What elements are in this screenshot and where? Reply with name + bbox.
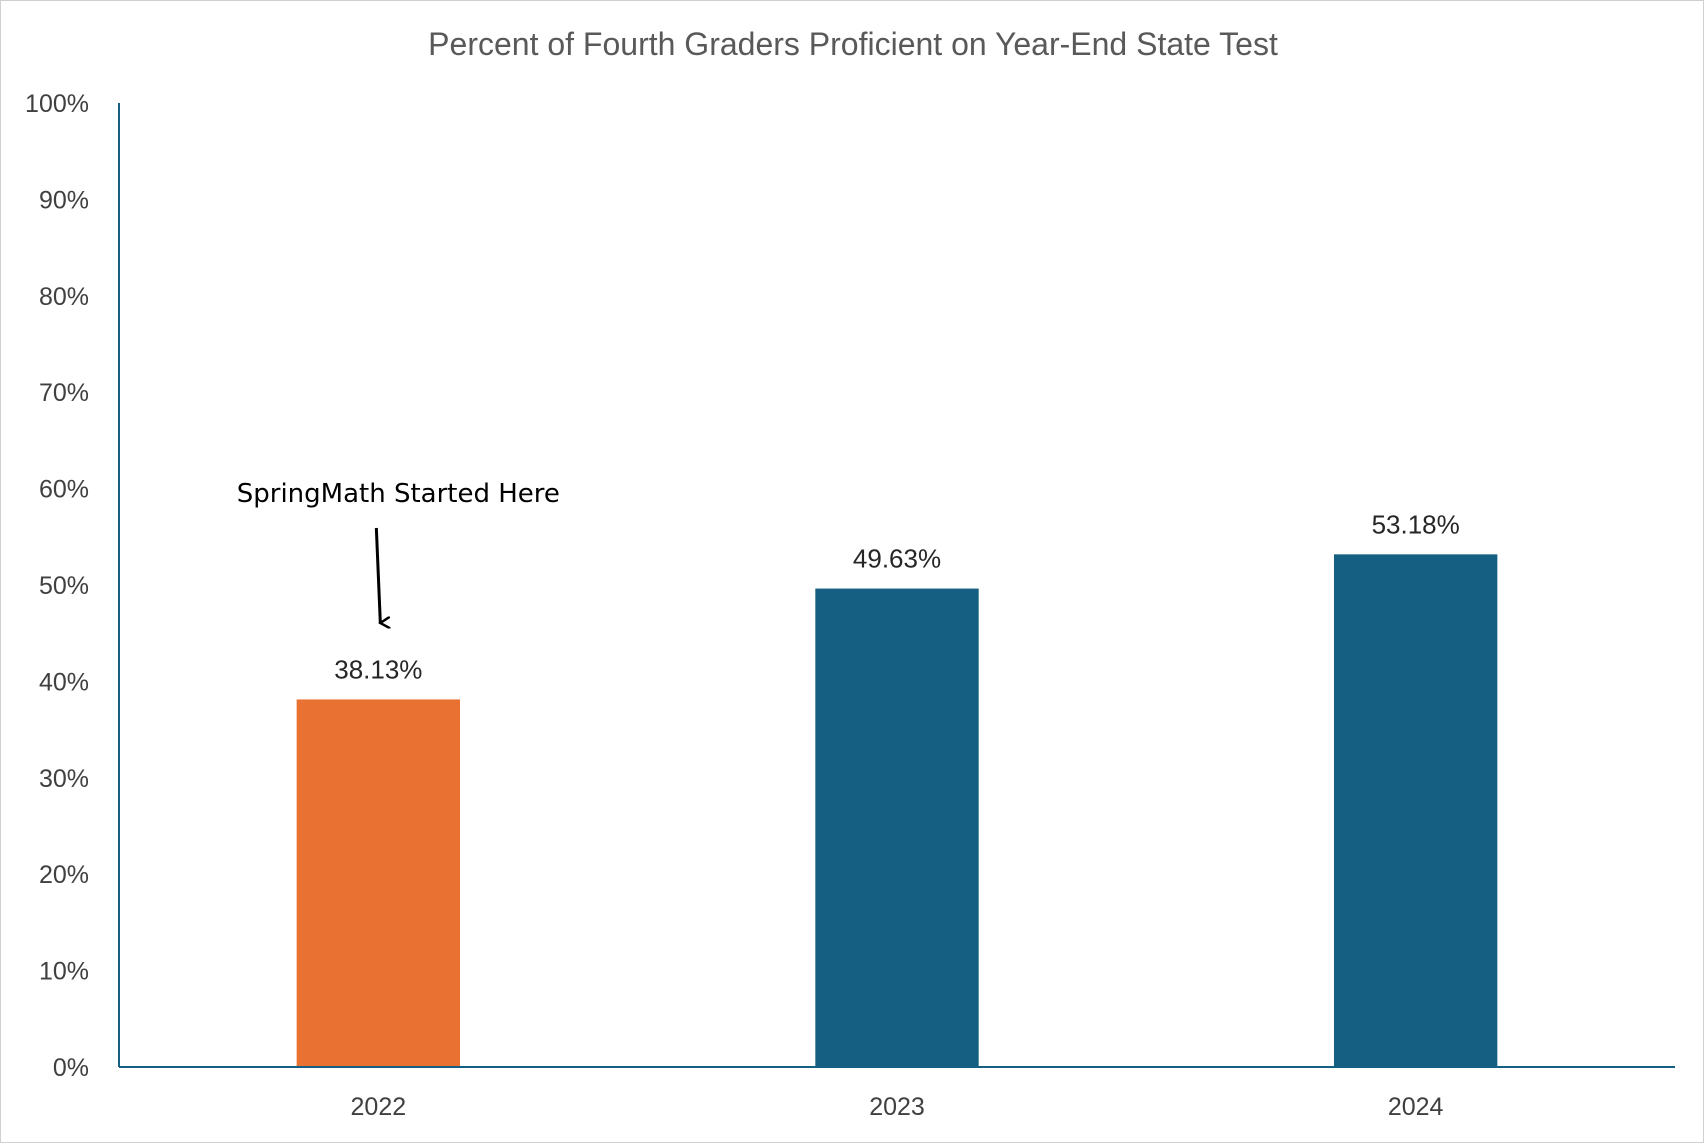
data-labels: 38.13% 49.63% 53.18% bbox=[334, 509, 1460, 684]
chart-title: Percent of Fourth Graders Proficient on … bbox=[428, 26, 1278, 62]
annotation-text: SpringMath Started Here bbox=[237, 479, 560, 509]
y-tick-label: 20% bbox=[39, 861, 89, 889]
bar-2022 bbox=[296, 699, 461, 1067]
annotation: SpringMath Started Here bbox=[237, 479, 560, 623]
y-tick-label: 50% bbox=[39, 572, 89, 600]
y-tick-label: 90% bbox=[39, 186, 89, 214]
bar-2024 bbox=[1333, 554, 1498, 1067]
data-label-2023: 49.63% bbox=[853, 544, 941, 574]
data-label-2024: 53.18% bbox=[1372, 509, 1460, 539]
bar-2023 bbox=[815, 588, 979, 1067]
y-axis-ticks: 0% 10% 20% 30% 40% 50% 60% 70% 80% 90% 100% bbox=[25, 90, 89, 1082]
y-tick-label: 100% bbox=[25, 90, 89, 118]
x-axis-ticks: 2022 2023 2024 bbox=[351, 1093, 1444, 1121]
y-tick-label: 70% bbox=[39, 379, 89, 407]
x-tick-label-2024: 2024 bbox=[1388, 1093, 1444, 1121]
x-tick-label-2022: 2022 bbox=[351, 1093, 407, 1121]
y-tick-label: 0% bbox=[53, 1054, 89, 1082]
y-tick-label: 40% bbox=[39, 668, 89, 696]
data-label-2022: 38.13% bbox=[334, 654, 422, 684]
x-tick-label-2023: 2023 bbox=[869, 1093, 925, 1121]
y-tick-label: 80% bbox=[39, 283, 89, 311]
y-tick-label: 10% bbox=[39, 958, 89, 986]
y-tick-label: 60% bbox=[39, 476, 89, 504]
bars bbox=[296, 554, 1498, 1067]
y-tick-label: 30% bbox=[39, 765, 89, 793]
annotation-arrow bbox=[374, 527, 380, 623]
